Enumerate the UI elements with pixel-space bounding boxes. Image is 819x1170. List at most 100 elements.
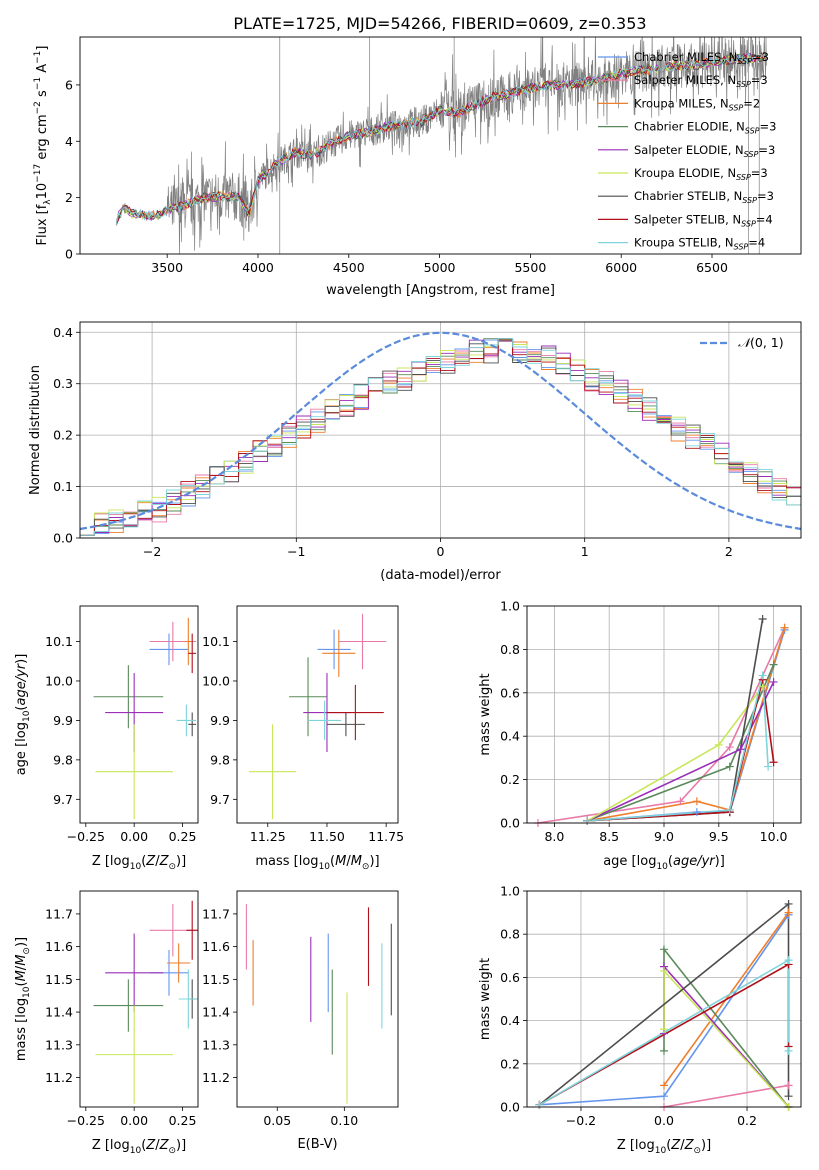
mass-vs-z-ytick-label: 11.7	[45, 906, 73, 921]
mass-vs-ebv-ytick-label: 11.2	[202, 1070, 230, 1085]
weight-marker-kroupa-stelib	[784, 1046, 793, 1055]
weight-vs-age-xtick-label: 9.0	[654, 829, 674, 844]
spectrum-ytick-label: 0	[65, 247, 73, 262]
weight-marker-kroupa-miles	[660, 1081, 668, 1090]
weight-vs-age-ytick-label: 0.2	[500, 772, 520, 787]
mass-vs-z-frame	[79, 890, 199, 1108]
weight-marker-kroupa-miles	[692, 797, 701, 806]
x-axis-label: E(B-V)	[297, 1137, 337, 1152]
spectrum-xtick-label: 6000	[605, 260, 637, 275]
age-vs-mass-frame	[236, 605, 399, 824]
weight-vs-age-ytick-label: 0.8	[500, 642, 520, 657]
weight-marker-kroupa-stelib	[583, 816, 592, 825]
weight-vs-age-xtick-label: 8.5	[599, 829, 619, 844]
weight-marker-chabrier-stelib	[784, 1092, 793, 1101]
x-axis-label: Z [log10(Z/Z⊙)]	[617, 1138, 711, 1156]
weight-marker-chabrier-elodie	[769, 660, 778, 669]
age-vs-z-ytick-label: 9.9	[53, 713, 73, 728]
mass-vs-ebv-ytick-label: 11.4	[202, 1005, 230, 1020]
legend-entry-salpeter-miles: Salpeter MILES, NSSP=3	[634, 73, 768, 89]
age-vs-z-xtick-label: 0.25	[169, 829, 197, 844]
weight-vs-age-xtick-label: 9.5	[709, 829, 729, 844]
weight-vs-z-ytick-label: 0.2	[500, 1056, 520, 1071]
mass-vs-ebv-xtick-label: 0.05	[263, 1113, 291, 1128]
weight-marker-chabrier-miles	[692, 808, 701, 817]
weight-marker-kroupa-stelib	[784, 956, 793, 965]
age-vs-z-ytick-label: 10.0	[45, 673, 73, 688]
mass-vs-z-ytick-label: 11.5	[45, 972, 73, 987]
age-vs-mass-ytick-label: 10.0	[202, 673, 230, 688]
x-axis-label: age [log10(age/yr)]	[603, 854, 725, 872]
mass-vs-ebv-xtick-label: 0.10	[330, 1113, 358, 1128]
figure-title: PLATE=1725, MJD=54266, FIBERID=0609, z=0…	[233, 14, 646, 33]
weight-vs-age-ytick-label: 0.4	[500, 729, 520, 744]
weight-vs-z-axes: −0.2 0.0 0.2 0.0 0.2 0.4 0.6 0.8 1.0 mass weight Z…	[478, 884, 801, 1156]
age-vs-z-series	[93, 617, 197, 820]
age-vs-z-xtick-label: −0.25	[67, 829, 105, 844]
residuals-ytick-label: 0.0	[53, 531, 73, 546]
model-chabrier-stelib-line	[115, 51, 766, 226]
weight-marker-salpeter-miles	[725, 743, 734, 752]
weight-vs-z-frame	[526, 890, 802, 1108]
spectrum-axes: 3500 4000 4500 5000 5500 6000 6500 0 2 4 6 waveleng…	[33, 46, 728, 299]
age-vs-mass-ytick-label: 10.1	[202, 634, 230, 649]
y-axis-label: Normed distribution	[28, 365, 43, 495]
weight-vs-age-ytick-label: 0.6	[500, 685, 520, 700]
x-axis-label: mass [log10(M/M⊙)]	[255, 854, 379, 872]
weight-marker-salpeter-miles	[676, 797, 685, 806]
weight-vs-age-xtick-label: 8.0	[544, 829, 564, 844]
spectrum-frame	[79, 36, 802, 255]
age-vs-mass-xtick-label: 11.50	[309, 829, 345, 844]
weight-vs-z-ytick-label: 0.6	[500, 970, 520, 985]
weight-vs-z-xtick-label: 0.2	[737, 1113, 757, 1128]
weight-marker-kroupa-miles	[784, 908, 793, 917]
weight-marker-kroupa-elodie	[714, 740, 723, 749]
spectrum-ytick-label: 4	[65, 134, 73, 149]
mass-vs-ebv-axes: 0.05 0.10 11.2 11.3 11.4 11.5 11.6 11.7 E(B-V)	[202, 906, 358, 1152]
mass-vs-z-ytick-label: 11.3	[45, 1037, 73, 1052]
weight-marker-kroupa-elodie	[660, 966, 668, 975]
mass-vs-z-ytick-label: 11.6	[45, 939, 73, 954]
weight-vs-z-ytick-label: 0.8	[500, 927, 520, 942]
normal-legend-label: 𝒩(0, 1)	[738, 335, 784, 350]
weight-marker-salpeter-miles	[784, 1081, 793, 1090]
spectrum-xtick-label: 5000	[424, 260, 456, 275]
age-vs-z-frame	[79, 605, 199, 824]
weight-vs-age-frame	[526, 605, 802, 824]
weight-line-salpeter-miles	[663, 1084, 789, 1107]
mass-vs-ebv-ytick-label: 11.5	[202, 972, 230, 987]
observed-spectrum-line	[115, 37, 767, 254]
age-vs-z-ytick-label: 9.7	[53, 792, 73, 807]
residuals-xtick-label: 2	[725, 544, 733, 559]
weight-vs-z-ytick-label: 0.4	[500, 1013, 520, 1028]
residuals-frame	[79, 321, 802, 539]
weight-marker-kroupa-stelib	[535, 1100, 544, 1109]
weight-marker-chabrier-stelib	[784, 899, 793, 908]
y-axis-label: mass weight	[478, 958, 493, 1040]
weight-marker-kroupa-miles	[780, 623, 789, 632]
mass-vs-z-ytick-label: 11.2	[45, 1070, 73, 1085]
residuals-ytick-label: 0.3	[53, 376, 73, 391]
spectrum-xtick-label: 6500	[696, 260, 728, 275]
x-axis-label: Z [log10(Z/Z⊙)]	[92, 854, 186, 872]
spectrum-series	[115, 37, 767, 254]
age-vs-z-axes: −0.25 0.00 0.25 9.7 9.8 9.9 10.0 10.1 Z [log10(Z…	[14, 634, 196, 872]
weight-marker-kroupa-stelib	[758, 671, 767, 680]
age-vs-z-ytick-label: 9.8	[53, 752, 73, 767]
mass-vs-ebv-series	[245, 904, 392, 1104]
residuals-ytick-label: 0.2	[53, 428, 73, 443]
spectrum-ytick-label: 2	[65, 190, 73, 205]
residuals-xtick-label: −1	[287, 544, 305, 559]
spectrum-xtick-label: 4000	[242, 260, 274, 275]
weight-line-kroupa-stelib	[587, 675, 769, 822]
weight-vs-z-xtick-label: 0.0	[654, 1113, 674, 1128]
weight-marker-chabrier-miles	[660, 1092, 668, 1101]
residuals-ytick-label: 0.1	[53, 479, 73, 494]
residuals-xtick-label: 0	[437, 544, 445, 559]
x-axis-label: (data-model)/error	[380, 568, 501, 583]
weight-marker-chabrier-elodie	[725, 762, 734, 771]
legend-entry-salpeter-elodie: Salpeter ELODIE, NSSP=3	[634, 143, 775, 159]
weight-line-kroupa-elodie	[586, 685, 764, 822]
legend-entry-kroupa-stelib: Kroupa STELIB, NSSP=4	[634, 236, 765, 252]
